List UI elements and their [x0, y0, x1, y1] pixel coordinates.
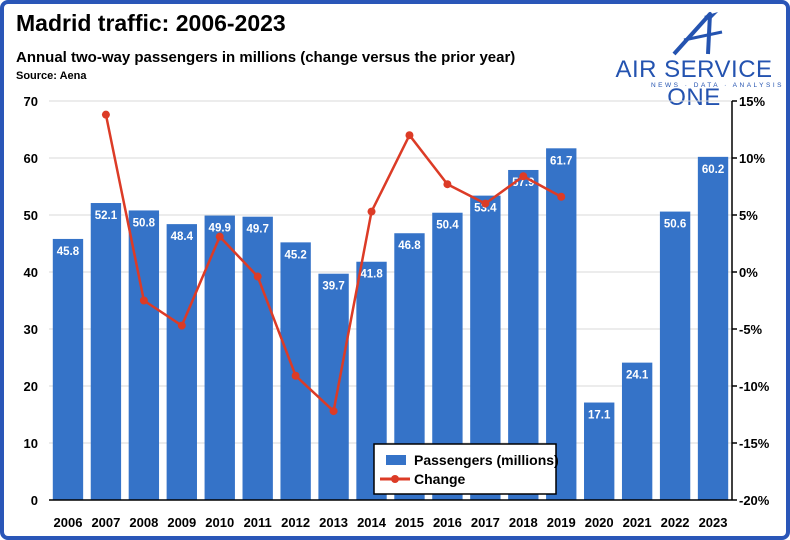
bar — [204, 215, 235, 500]
bar-value-label: 50.8 — [133, 217, 156, 229]
x-tick-label: 2020 — [585, 515, 614, 530]
line-series — [101, 110, 566, 416]
logo-name: AIR SERVICE ONE — [615, 56, 773, 111]
x-tick-label: 2009 — [167, 515, 196, 530]
change-point — [405, 131, 414, 140]
bar-value-label: 24.1 — [626, 370, 649, 382]
gridlines — [49, 100, 732, 444]
change-point — [443, 180, 452, 189]
bar-value-label: 61.7 — [550, 155, 572, 167]
x-tick-label: 2008 — [129, 515, 158, 530]
change-point — [291, 371, 300, 380]
x-tick-label: 2006 — [54, 515, 83, 530]
change-point — [139, 296, 148, 305]
x-tick-label: 2023 — [699, 515, 728, 530]
bar — [584, 402, 615, 500]
x-tick-label: 2013 — [319, 515, 348, 530]
bar — [166, 224, 197, 500]
y-right-tick-label: 5% — [739, 208, 758, 223]
bar-value-label: 17.1 — [588, 410, 611, 422]
x-tick-label: 2010 — [205, 515, 234, 530]
bar — [621, 362, 653, 500]
x-tick-label: 2011 — [244, 515, 272, 530]
y-left-tick-label: 60 — [24, 151, 38, 166]
bar-value-label: 50.4 — [436, 220, 459, 232]
x-tick-label: 2015 — [395, 515, 424, 530]
bar — [697, 156, 729, 501]
bar-value-label: 49.9 — [209, 223, 231, 235]
logo-tagline: NEWS · DATA · ANALYSIS — [650, 82, 784, 89]
chart-subtitle: Annual two-way passengers in millions (c… — [16, 49, 516, 66]
x-tick-label: 2022 — [661, 515, 690, 530]
bar — [128, 210, 160, 500]
change-point — [101, 110, 110, 119]
y-right-tick-label: -20% — [739, 493, 770, 508]
x-tick-label: 2018 — [509, 515, 538, 530]
change-point — [519, 172, 528, 181]
axes: 0 10 20 30 40 50 60 70 -20% -15% -10% -5% 0% 5% 10% 15%… — [24, 94, 770, 530]
bar-value-label: 53.4 — [474, 203, 497, 215]
brand-logo: AIR SERVICE ONE NEWS · DATA · ANALYSIS — [604, 10, 784, 111]
y-right-tick-label: -5% — [739, 322, 763, 337]
bar — [659, 211, 691, 500]
chart-source: Source: Aena — [16, 70, 87, 82]
bar-value-label: 48.4 — [171, 231, 194, 243]
legend: Passengers (millions) Change — [373, 443, 559, 495]
bar — [546, 148, 577, 500]
x-tick-label: 2016 — [433, 515, 462, 530]
y-right-tick-label: 0% — [739, 265, 758, 280]
x-tick-label: 2007 — [91, 515, 120, 530]
legend-label-change: Change — [414, 471, 466, 487]
y-right-tick-label: -15% — [739, 436, 770, 451]
bar-value-label: 52.1 — [95, 210, 118, 222]
bar-value-label: 46.8 — [398, 240, 421, 252]
y-left-tick-label: 30 — [24, 322, 38, 337]
bar-value-label: 45.2 — [284, 249, 306, 261]
bar — [52, 238, 84, 500]
change-point — [557, 192, 566, 201]
change-point — [253, 272, 262, 281]
change-point — [481, 199, 490, 208]
bar-value-label: 49.7 — [246, 224, 268, 236]
bar-value-label: 41.8 — [360, 269, 383, 281]
bar — [280, 242, 311, 501]
y-left-tick-label: 50 — [24, 208, 38, 223]
change-point — [177, 321, 186, 330]
y-right-tick-label: -10% — [739, 379, 770, 394]
y-left-tick-label: 40 — [24, 265, 38, 280]
x-tick-label: 2019 — [547, 515, 576, 530]
y-right-tick-label: 15% — [739, 94, 765, 109]
y-left-tick-label: 0 — [31, 493, 38, 508]
change-point — [329, 407, 338, 416]
y-left-tick-label: 70 — [24, 94, 38, 109]
x-tick-label: 2014 — [357, 515, 387, 530]
change-point — [215, 232, 224, 241]
y-left-tick-label: 20 — [24, 379, 38, 394]
legend-label-passengers: Passengers (millions) — [414, 452, 559, 468]
legend-swatch-bar — [386, 455, 406, 465]
y-left-tick-label: 10 — [24, 436, 38, 451]
bar — [242, 216, 273, 500]
x-tick-label: 2012 — [281, 515, 310, 530]
bar-value-label: 60.2 — [702, 164, 724, 176]
airplane-a-icon — [672, 12, 723, 56]
x-tick-label: 2021 — [623, 515, 652, 530]
bar-value-label: 50.6 — [664, 219, 686, 231]
bar-value-label: 39.7 — [322, 281, 344, 293]
chart-title: Madrid traffic: 2006-2023 — [16, 10, 286, 36]
combo-chart: 45.8 52.1 50.8 48.4 49.9 49.7 45.2 39.7 41.8 46.8… — [24, 94, 770, 530]
bar — [90, 203, 122, 500]
y-right-tick-label: 10% — [739, 151, 765, 166]
bar-value-label: 45.8 — [57, 246, 80, 258]
change-point — [367, 207, 376, 216]
bar — [318, 273, 349, 500]
x-tick-label: 2017 — [471, 515, 500, 530]
legend-swatch-marker — [391, 475, 399, 483]
